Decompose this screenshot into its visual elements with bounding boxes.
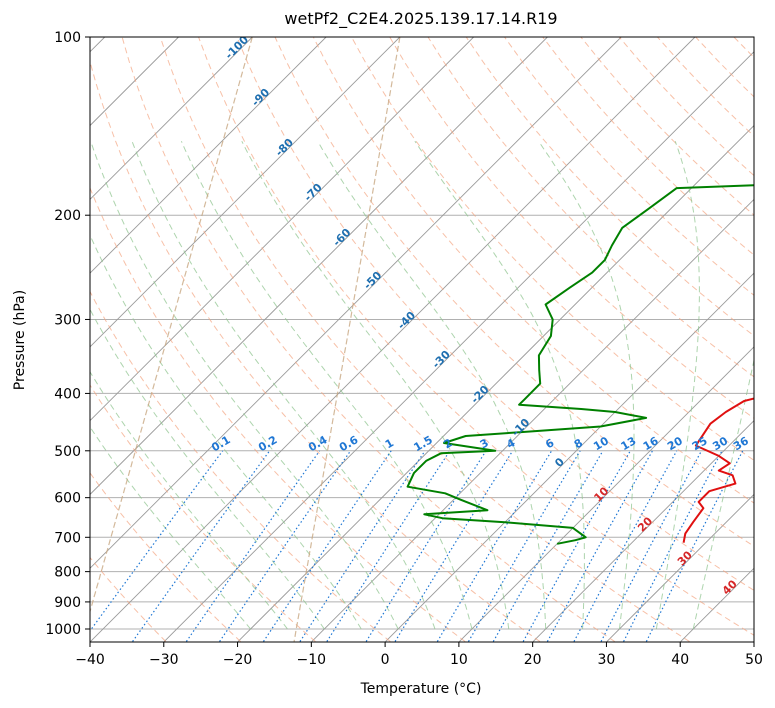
- dry-adiabat-line: [427, 37, 754, 378]
- dry-adiabat-line: [465, 37, 754, 337]
- dry-adiabat-line: [274, 37, 754, 547]
- x-tick-label: −20: [223, 652, 253, 668]
- isotherm-lines: [90, 37, 754, 642]
- y-tick-label: 100: [54, 30, 81, 46]
- frost-curve-line: [90, 37, 253, 614]
- y-tick-label: 200: [54, 208, 81, 224]
- mixing-ratio-line: [522, 450, 631, 642]
- isotherm-line: [237, 124, 754, 642]
- y-tick-label: 600: [54, 491, 81, 507]
- mixing-ratio-line: [645, 450, 744, 642]
- isotherm-line: [90, 37, 253, 200]
- mixing-ratio-line: [326, 450, 451, 642]
- mixing-ratio-line: [219, 450, 351, 642]
- mixing-ratio-line: [263, 450, 392, 642]
- moist-adiabat-lines: [90, 140, 754, 630]
- moist-adiabat-line: [90, 426, 251, 630]
- x-tick-label: 40: [671, 652, 689, 668]
- y-axis-label: Pressure (hPa): [12, 290, 28, 390]
- isotherm-line: [90, 37, 327, 274]
- dry-adiabat-line: [159, 37, 690, 642]
- dry-adiabat-line: [389, 37, 754, 419]
- moist-adiabat-line: [90, 308, 325, 630]
- moist-adiabat-line: [317, 140, 547, 630]
- x-tick-label: 50: [745, 652, 763, 668]
- y-tick-label: 700: [54, 530, 81, 546]
- dry-adiabat-line: [90, 59, 541, 642]
- y-tick-label: 800: [54, 565, 81, 581]
- isotherm-line: [90, 37, 696, 642]
- mixing-ratio-line: [573, 450, 678, 642]
- dry-adiabat-line: [90, 472, 241, 642]
- dry-adiabat-lines: [90, 37, 754, 642]
- x-tick-label: −30: [149, 652, 179, 668]
- mixing-ratio-line: [185, 450, 321, 642]
- x-tick-label: 0: [381, 652, 390, 668]
- moist-adiabat-line: [131, 141, 436, 630]
- isotherm-line: [459, 346, 754, 642]
- x-tick-label: −40: [75, 652, 105, 668]
- moist-adiabat-line: [90, 141, 399, 630]
- y-tick-label: 900: [54, 595, 81, 611]
- frost-curve-line: [293, 37, 401, 642]
- x-axis-ticks: −40 −30 −20 −10 0 10 20 30 40 50: [75, 642, 763, 668]
- dry-adiabat-line: [90, 290, 391, 642]
- mixing-ratio-lines: [90, 450, 744, 642]
- dry-adiabat-line: [351, 37, 754, 461]
- dry-adiabat-line: [90, 186, 466, 642]
- isotherm-line: [163, 51, 754, 642]
- y-tick-label: 500: [54, 444, 81, 460]
- dry-adiabat-line: [90, 384, 316, 642]
- x-tick-label: 30: [598, 652, 616, 668]
- x-tick-label: 20: [524, 652, 542, 668]
- moist-adiabat-line: [414, 140, 585, 629]
- isotherm-line: [90, 37, 401, 348]
- mixing-ratio-line: [546, 450, 654, 642]
- pressure-gridlines: [90, 37, 754, 630]
- chart-title: wetPf2_C2E4.2025.139.17.14.R19: [284, 9, 557, 29]
- isotherm-line: [385, 272, 754, 642]
- frost-curve-lines: [90, 37, 401, 642]
- plot-frame: [89, 36, 755, 643]
- isotherm-line: [532, 420, 754, 642]
- dry-adiabat-line: [504, 37, 754, 296]
- y-tick-label: 300: [54, 312, 81, 328]
- mixing-ratio-line: [90, 450, 224, 632]
- temperature-profile-line: [682, 397, 754, 543]
- dry-adiabat-line: [312, 37, 754, 504]
- moist-adiabat-line: [655, 141, 700, 630]
- moist-adiabat-line: [90, 370, 288, 630]
- y-axis-ticks: 100 200 300 400 500 600 700 800 900 1000: [45, 30, 90, 638]
- isotherm-line: [311, 198, 754, 642]
- moist-adiabat-line: [90, 233, 362, 630]
- profile-series: [406, 184, 754, 545]
- isotherm-line: [90, 37, 474, 422]
- y-tick-label: 400: [54, 386, 81, 402]
- mixing-ratio-line: [299, 450, 426, 642]
- dry-adiabat-line: [121, 37, 615, 642]
- dry-adiabat-line: [236, 37, 754, 591]
- isotherm-line: [606, 493, 754, 642]
- dewpoint-profile-line: [406, 184, 754, 545]
- x-tick-label: −10: [297, 652, 327, 668]
- isotherm-line: [90, 37, 622, 569]
- isotherm-line: [90, 37, 548, 496]
- mixing-ratio-line: [394, 450, 514, 642]
- plot-area: 0.1 0.2 0.4 0.6 1 1.5 2 3 4 6 8 10 13 16 20 25 30 36-100-…: [90, 37, 754, 642]
- y-tick-label: 1000: [45, 622, 81, 638]
- dry-adiabat-line: [198, 37, 754, 636]
- x-axis-label: Temperature (°C): [360, 681, 482, 697]
- x-tick-label: 10: [450, 652, 468, 668]
- mixing-ratio-line: [132, 450, 271, 642]
